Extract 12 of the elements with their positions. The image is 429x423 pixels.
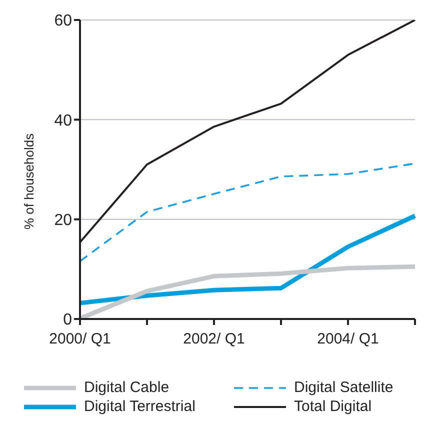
y-tick-label: 20 xyxy=(54,212,72,230)
y-tick-label: 0 xyxy=(63,312,72,329)
legend-label: Digital Cable xyxy=(84,379,170,396)
y-tick-label: 40 xyxy=(54,112,72,130)
legend-label: Digital Satellite xyxy=(294,379,394,396)
legend-label: Total Digital xyxy=(294,398,372,415)
legend-label: Digital Terrestrial xyxy=(84,398,196,415)
y-axis-title: % of households xyxy=(22,132,37,230)
x-tick-label: 2004/ Q1 xyxy=(317,330,379,348)
x-tick-label: 2000/ Q1 xyxy=(49,330,111,348)
y-tick-label: 60 xyxy=(54,12,72,30)
x-tick-label: 2002/ Q1 xyxy=(183,330,245,348)
